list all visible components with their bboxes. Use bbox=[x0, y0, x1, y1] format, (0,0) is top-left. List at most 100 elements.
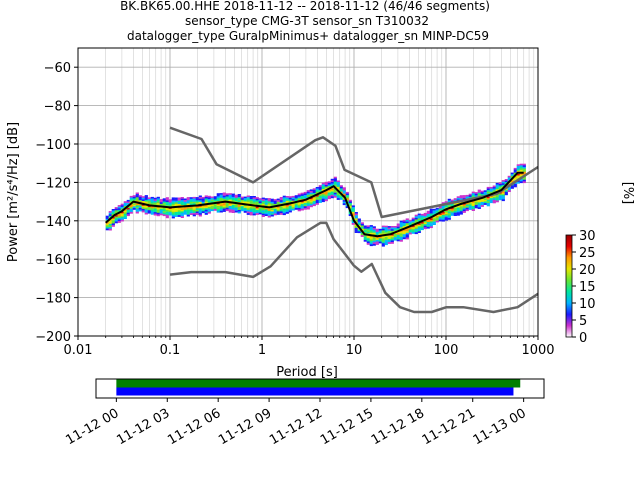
density-cell bbox=[366, 231, 370, 234]
density-cell bbox=[270, 213, 274, 215]
density-cell bbox=[276, 203, 280, 206]
density-cell bbox=[159, 211, 163, 214]
density-cell bbox=[423, 220, 427, 223]
density-cell bbox=[219, 199, 223, 202]
timeline-bar-blue bbox=[116, 387, 514, 396]
density-cell bbox=[189, 210, 193, 212]
density-cell bbox=[351, 207, 355, 209]
density-cell bbox=[306, 202, 310, 205]
density-cell bbox=[438, 208, 442, 211]
density-cell bbox=[483, 193, 487, 196]
density-cell bbox=[393, 234, 397, 236]
density-cell bbox=[342, 203, 346, 206]
density-cell bbox=[327, 197, 331, 200]
density-cell bbox=[324, 193, 328, 195]
density-cell bbox=[351, 215, 355, 217]
density-cell bbox=[318, 186, 322, 189]
density-cell bbox=[231, 206, 235, 209]
density-cell bbox=[156, 200, 160, 202]
density-cell bbox=[462, 207, 466, 210]
density-cell bbox=[189, 202, 193, 204]
density-cell bbox=[411, 228, 415, 231]
density-cell bbox=[417, 220, 421, 222]
density-cell bbox=[297, 207, 301, 210]
density-cell bbox=[267, 214, 271, 216]
density-cell bbox=[399, 231, 403, 234]
density-cell bbox=[324, 199, 328, 202]
density-cell bbox=[333, 184, 337, 187]
density-cell bbox=[315, 203, 319, 205]
density-cell bbox=[402, 226, 406, 228]
density-cell bbox=[456, 202, 460, 205]
density-cell bbox=[141, 210, 145, 213]
density-cell bbox=[117, 213, 121, 215]
density-cell bbox=[414, 221, 418, 223]
density-cell bbox=[462, 195, 466, 197]
density-cell bbox=[174, 203, 178, 206]
density-cell bbox=[267, 204, 271, 207]
density-cell bbox=[387, 226, 391, 228]
density-cell bbox=[231, 209, 235, 212]
density-cell bbox=[276, 198, 280, 201]
density-cell bbox=[288, 201, 292, 203]
density-cell bbox=[501, 194, 505, 197]
density-cell bbox=[111, 223, 115, 226]
density-cell bbox=[297, 203, 301, 205]
density-cell bbox=[216, 210, 220, 213]
density-cell bbox=[279, 206, 283, 209]
density-cell bbox=[417, 223, 421, 225]
density-cell bbox=[378, 241, 382, 244]
density-cell bbox=[279, 197, 283, 199]
density-cell bbox=[114, 208, 118, 211]
density-cell bbox=[111, 209, 115, 211]
density-cell bbox=[123, 201, 127, 203]
density-cell bbox=[474, 204, 478, 207]
density-cell bbox=[249, 200, 253, 203]
density-cell bbox=[171, 211, 175, 214]
density-cell bbox=[501, 180, 505, 182]
density-cell bbox=[108, 223, 112, 226]
density-cell bbox=[279, 200, 283, 202]
density-cell bbox=[285, 197, 289, 200]
density-cell bbox=[315, 196, 319, 199]
density-cell bbox=[216, 202, 220, 205]
density-cell bbox=[180, 211, 184, 214]
density-cell bbox=[189, 197, 193, 199]
density-cell bbox=[426, 220, 430, 223]
density-cell bbox=[147, 197, 151, 200]
density-cell bbox=[207, 195, 211, 198]
density-cell bbox=[426, 225, 430, 227]
density-cell bbox=[123, 212, 127, 215]
density-cell bbox=[207, 208, 211, 211]
density-cell bbox=[156, 208, 160, 210]
density-cell bbox=[498, 195, 502, 197]
density-cell bbox=[309, 189, 313, 192]
density-cell bbox=[480, 198, 484, 201]
density-cell bbox=[138, 208, 142, 210]
density-cell bbox=[126, 201, 130, 204]
density-cell bbox=[297, 204, 301, 207]
density-cell bbox=[519, 181, 523, 184]
density-cell bbox=[501, 192, 505, 195]
density-cell bbox=[108, 227, 112, 229]
density-cell bbox=[108, 212, 112, 215]
density-cell bbox=[195, 209, 199, 212]
density-cell bbox=[438, 218, 442, 220]
density-cell bbox=[261, 202, 265, 205]
density-cell bbox=[162, 211, 166, 213]
density-cell bbox=[513, 169, 517, 172]
density-cell bbox=[114, 216, 118, 219]
density-cell bbox=[423, 216, 427, 218]
density-cell bbox=[210, 198, 214, 200]
density-cell bbox=[180, 216, 184, 218]
density-cell bbox=[348, 214, 352, 216]
density-cell bbox=[447, 210, 451, 212]
density-cell bbox=[384, 235, 388, 238]
density-cell bbox=[111, 212, 115, 214]
density-cell bbox=[135, 192, 139, 195]
density-cell bbox=[486, 190, 490, 192]
density-cell bbox=[426, 218, 430, 221]
density-cell bbox=[159, 199, 163, 201]
density-cell bbox=[438, 213, 442, 215]
density-cell bbox=[264, 199, 268, 202]
